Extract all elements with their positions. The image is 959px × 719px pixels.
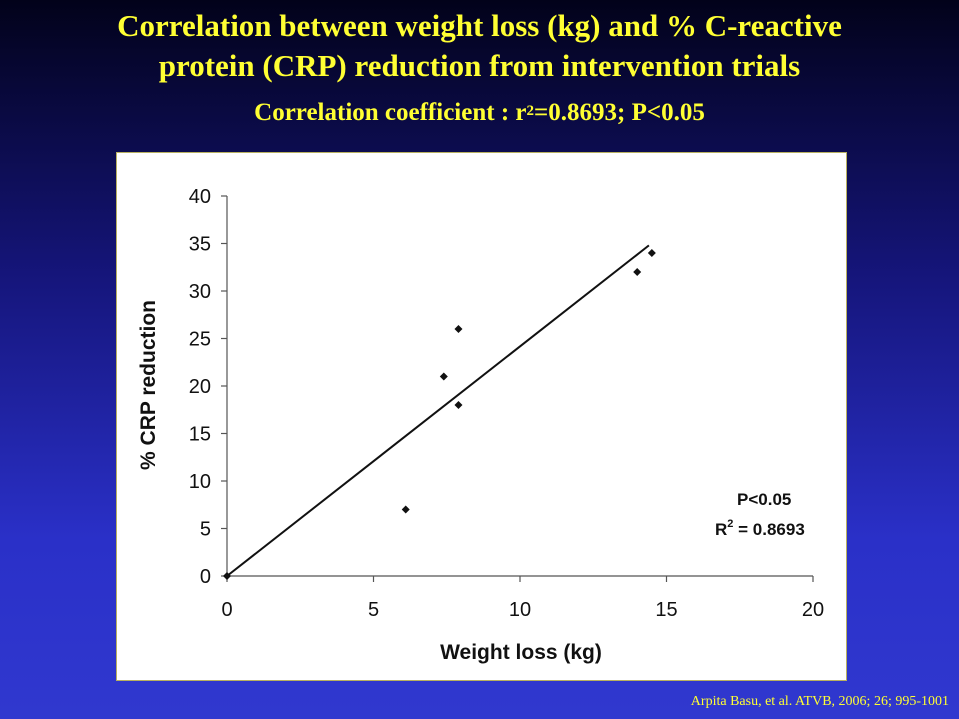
r-squared-prefix: R xyxy=(715,520,727,539)
r-squared-superscript: 2 xyxy=(727,518,733,530)
x-tick-label: 5 xyxy=(368,599,379,621)
y-tick-label: 25 xyxy=(189,329,211,351)
subtitle-suffix: =0.8693; P<0.05 xyxy=(534,99,705,126)
x-tick-label: 20 xyxy=(802,599,824,621)
r-squared-value: = 0.8693 xyxy=(733,520,804,539)
y-tick-label: 0 xyxy=(200,566,211,588)
data-point xyxy=(454,401,463,409)
data-point xyxy=(454,325,463,333)
data-point xyxy=(647,249,656,257)
y-tick-label: 5 xyxy=(200,519,211,541)
subtitle-prefix: Correlation coefficient : r xyxy=(254,99,527,126)
title-line-1: Correlation between weight loss (kg) and… xyxy=(117,8,842,43)
title-line-2: protein (CRP) reduction from interventio… xyxy=(158,48,801,83)
x-tick-label: 0 xyxy=(221,599,232,621)
y-tick-label: 40 xyxy=(189,186,211,208)
y-tick-label: 20 xyxy=(189,376,211,398)
data-point xyxy=(633,268,642,276)
citation: Arpita Basu, et al. ATVB, 2006; 26; 995-… xyxy=(690,694,949,709)
y-tick-label: 35 xyxy=(189,234,211,256)
slide-subtitle: Correlation coefficient : r2=0.8693; P<0… xyxy=(0,96,959,130)
x-axis-label: Weight loss (kg) xyxy=(440,641,602,664)
slide-title: Correlation between weight loss (kg) and… xyxy=(0,6,959,86)
data-point xyxy=(401,505,410,514)
trend-line xyxy=(226,244,650,577)
x-tick-label: 15 xyxy=(655,599,677,621)
data-point xyxy=(439,372,448,381)
data-point xyxy=(223,572,231,580)
y-axis-label: % CRP reduction xyxy=(137,300,160,470)
y-tick-label: 30 xyxy=(189,281,211,303)
r-squared-annotation: R2 = 0.8693 xyxy=(715,518,805,539)
y-tick-label: 10 xyxy=(189,471,211,493)
p-value-annotation: P<0.05 xyxy=(737,490,791,509)
y-tick-label: 15 xyxy=(189,424,211,446)
x-tick-label: 10 xyxy=(509,599,531,621)
chart-panel: 0 5 10 15 20 25 30 35 40 0 5 10 15 20 Weight loss (kg… xyxy=(116,152,847,681)
subtitle-superscript: 2 xyxy=(526,103,535,119)
scatter-chart: 0 5 10 15 20 25 30 35 40 0 5 10 15 20 Weight loss (kg… xyxy=(137,186,824,664)
